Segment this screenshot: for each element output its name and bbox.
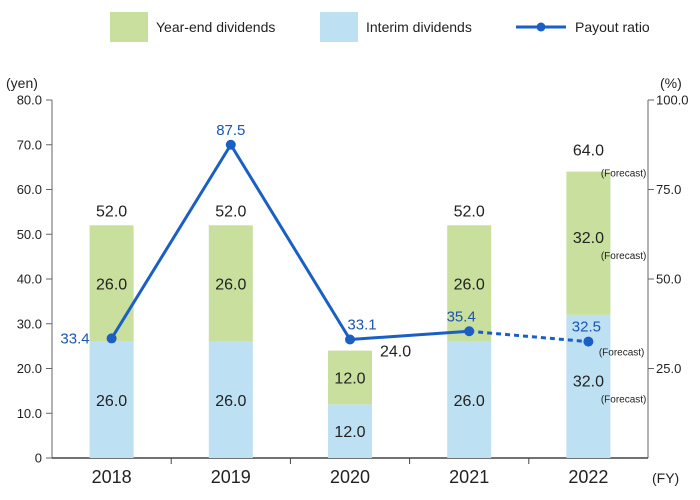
axes: (yen) (%) 0 10.0 20.0 30.0 40.0 50.0 60.0 70.0 80.… [6, 75, 689, 487]
label-year-end-2018: 26.0 [96, 276, 127, 293]
legend-swatch-year-end [110, 12, 148, 42]
payout-ratio-line: 33.4 87.5 33.1 35.4 32.5 (Forecast) [60, 122, 644, 359]
payout-line-actual [110, 143, 470, 342]
label-total-2022: 64.0 [573, 143, 604, 160]
bar-year-end-2020 [328, 350, 372, 405]
label-total-2020: 24.0 [380, 344, 411, 361]
y-right-tick-label: 100.0 [656, 93, 689, 108]
y-left-tick-label: 30.0 [17, 316, 42, 331]
label-total-2021: 52.0 [454, 203, 485, 220]
x-tick-label-2018: 2018 [92, 467, 132, 487]
x-tick-label-2021: 2021 [449, 467, 489, 487]
y-right-tick-label: 50.0 [656, 272, 681, 287]
bar-year-end-2022 [566, 171, 611, 315]
forecast-note-interim: (Forecast) [601, 394, 647, 405]
bar-interim-2021 [447, 341, 492, 458]
y-right-unit: (%) [660, 75, 682, 91]
label-interim-2021: 26.0 [454, 393, 485, 410]
bars [89, 171, 611, 458]
payout-label-2019: 87.5 [216, 122, 245, 139]
label-interim-2018: 26.0 [96, 393, 127, 410]
payout-line-forecast [469, 329, 589, 344]
label-year-end-2021: 26.0 [454, 276, 485, 293]
forecast-note-year-end: (Forecast) [601, 251, 647, 262]
y-left-tick-label: 80.0 [17, 93, 42, 108]
label-interim-2019: 26.0 [215, 393, 246, 410]
y-right-tick-label: 25.0 [656, 361, 681, 376]
label-interim-2022: 32.0 [573, 373, 604, 390]
forecast-note-total: (Forecast) [601, 169, 647, 180]
label-year-end-2019: 26.0 [215, 276, 246, 293]
payout-label-2021: 35.4 [447, 308, 476, 325]
legend: Year-end dividends Interim dividends Payou… [110, 12, 650, 42]
bar-year-end-2019 [208, 225, 253, 342]
payout-point-2019 [225, 139, 236, 150]
y-left-tick-label: 60.0 [17, 182, 42, 197]
bar-year-end-2018 [89, 225, 134, 342]
payout-label-2018: 33.4 [60, 330, 89, 347]
y-left-tick-label: 40.0 [17, 272, 42, 287]
payout-point-2020 [345, 334, 355, 345]
y-left-unit: (yen) [6, 75, 38, 91]
legend-label-payout: Payout ratio [575, 19, 650, 35]
bar-interim-2019 [208, 341, 253, 458]
data-labels: 26.0 26.0 52.0 26.0 26.0 52.0 12.0 12.0 24.0 26.0… [96, 143, 646, 442]
x-unit: (FY) [652, 470, 679, 486]
label-interim-2020: 12.0 [334, 424, 365, 441]
y-left-tick-label: 70.0 [17, 137, 42, 152]
y-left-tick-label: 0 [35, 451, 42, 466]
x-tick-label-2022: 2022 [568, 467, 608, 487]
bar-year-end-2021 [447, 225, 492, 342]
legend-marker-payout [536, 22, 546, 32]
payout-point-2022 [583, 336, 594, 347]
payout-point-2018 [106, 333, 117, 344]
legend-label-interim: Interim dividends [366, 19, 472, 35]
x-tick-label-2019: 2019 [211, 467, 251, 487]
y-left-tick-label: 20.0 [17, 361, 42, 376]
legend-label-year-end: Year-end dividends [156, 19, 275, 35]
label-year-end-2020: 12.0 [334, 370, 365, 387]
x-tick-label-2020: 2020 [330, 467, 370, 487]
bar-interim-2020 [328, 404, 372, 458]
payout-label-2020: 33.1 [347, 317, 376, 334]
bar-interim-2018 [89, 341, 134, 458]
forecast-note-payout: (Forecast) [599, 348, 645, 359]
legend-swatch-interim [320, 12, 358, 42]
y-left-tick-label: 10.0 [17, 406, 42, 421]
label-year-end-2022: 32.0 [573, 230, 604, 247]
label-total-2018: 52.0 [96, 203, 127, 220]
payout-point-2021 [464, 326, 475, 337]
label-total-2019: 52.0 [215, 203, 246, 220]
payout-label-2022: 32.5 [572, 319, 601, 336]
y-right-tick-label: 75.0 [656, 182, 681, 197]
y-left-tick-label: 50.0 [17, 227, 42, 242]
